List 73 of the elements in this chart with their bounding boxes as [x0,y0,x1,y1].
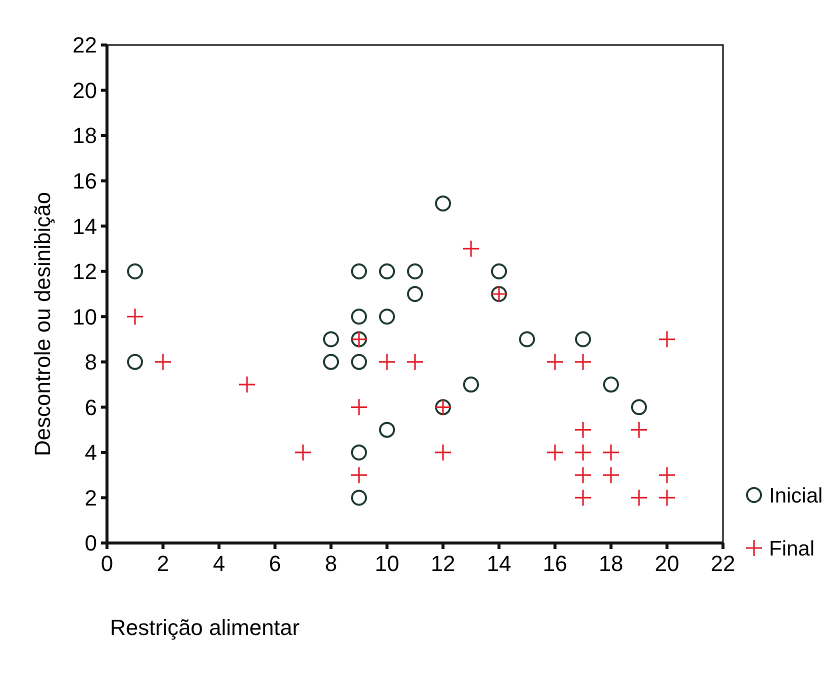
x-tick-label: 0 [100,551,114,576]
y-tick-label: 20 [72,78,97,103]
x-tick-label: 18 [598,551,624,576]
point [407,286,423,302]
point [351,490,367,506]
legend-label: Inicial [769,484,823,508]
y-tick-label: 2 [84,485,97,510]
point [463,376,479,393]
y-tick-label: 16 [72,168,97,194]
x-tick-label: 20 [654,551,680,576]
y-axis-title: Descontrole ou desinibição [30,192,55,456]
y-tick-label: 10 [72,304,97,330]
point [630,421,648,439]
point [491,263,507,280]
point [323,331,339,348]
point [350,398,368,416]
x-tick-label: 4 [212,551,226,576]
point [462,240,480,258]
x-axis-title: Restrição alimentar [110,615,300,640]
point [574,466,592,484]
point [574,488,592,507]
point [379,422,395,438]
point [378,353,396,371]
x-tick-label: 10 [374,551,400,576]
point [658,488,676,507]
point [602,466,620,484]
x-tick-label: 2 [156,551,170,576]
y-tick-label: 4 [84,440,97,466]
point [238,376,256,394]
point [658,466,676,484]
point [574,353,592,371]
point [351,354,367,370]
x-tick-label: 12 [430,551,456,576]
y-tick-label: 8 [84,350,97,375]
point [546,444,564,462]
point [574,444,592,462]
point [350,466,368,484]
point [631,399,647,416]
x-tick-label: 8 [324,551,338,576]
point [574,421,592,439]
point [323,354,339,370]
point [406,353,424,371]
point [603,376,619,393]
y-tick-label: 6 [84,394,97,420]
point [154,353,172,371]
y-tick-label: 12 [72,259,97,284]
y-tick-label: 22 [72,32,97,58]
x-tick-label: 14 [486,551,512,576]
point [127,354,143,370]
point [630,488,648,507]
y-tick-label: 0 [84,530,97,556]
point [127,263,143,280]
point [575,331,591,348]
legend-label: Final [769,537,815,560]
point [379,263,395,280]
y-tick-label: 18 [72,123,97,148]
point [546,353,564,371]
y-tick-label: 14 [72,214,97,239]
x-tick-label: 16 [542,551,568,576]
point [351,308,367,325]
point [351,263,367,280]
point [126,308,144,326]
point [294,444,312,462]
point [434,444,452,462]
x-tick-label: 22 [710,551,736,576]
point [602,444,620,462]
point [351,444,367,460]
point [519,331,535,348]
point [435,195,451,212]
point [658,330,676,348]
point [407,263,423,280]
point [379,308,395,325]
x-tick-label: 6 [268,551,282,576]
